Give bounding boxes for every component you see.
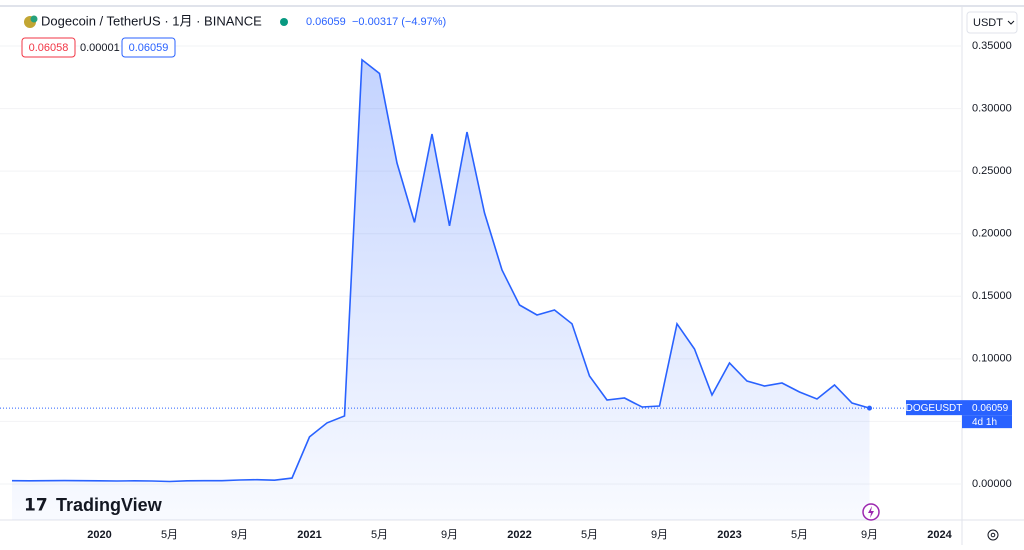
logo-text: TradingView xyxy=(56,495,163,515)
dropdown-arrow xyxy=(1007,20,1015,25)
price-line xyxy=(11,58,870,483)
plot xyxy=(0,45,962,521)
events-icon xyxy=(868,506,874,518)
price-change: −0.00317 (−4.97%) xyxy=(352,16,446,28)
spread: 0.00001 xyxy=(80,42,120,54)
y-tick-label: 0.10000 xyxy=(972,353,1012,365)
price-tag-countdown: 4d 1h xyxy=(972,417,997,428)
x-tick-label: 2020 xyxy=(87,529,111,541)
x-tick-label: 9月 xyxy=(441,529,458,541)
settings-icon[interactable] xyxy=(987,529,999,541)
last-point xyxy=(867,405,872,411)
price-tag xyxy=(962,415,1012,429)
x-tick-label: 5月 xyxy=(791,529,808,541)
currency-label[interactable]: USDT xyxy=(973,17,1003,29)
y-tick-label: 0.30000 xyxy=(972,102,1012,114)
y-tick-label: 0.25000 xyxy=(972,165,1012,177)
y-tick-label: 0.00000 xyxy=(972,478,1012,490)
symbol-title: Dogecoin / TetherUS · 1月 · BINANCE xyxy=(41,13,262,28)
price-tag-name: DOGEUSDT xyxy=(906,403,963,414)
x-tick-label: 2023 xyxy=(717,529,741,541)
currency-dropdown[interactable] xyxy=(966,11,1018,34)
last-price: 0.06059 xyxy=(306,16,346,28)
x-tick-label: 2024 xyxy=(927,529,952,541)
ask-price[interactable]: 0.06059 xyxy=(129,42,169,54)
ask-box[interactable] xyxy=(121,37,176,58)
x-tick-label: 5月 xyxy=(371,529,388,541)
x-tick-label: 5月 xyxy=(161,529,178,541)
bid-price[interactable]: 0.06058 xyxy=(29,42,69,54)
y-tick-label: 0.35000 xyxy=(972,40,1012,52)
coin-icon xyxy=(30,15,38,23)
y-tick-label: 0.15000 xyxy=(972,290,1012,302)
x-tick-label: 9月 xyxy=(651,529,668,541)
x-tick-label: 5月 xyxy=(581,529,598,541)
logo-mark: 𝟭𝟳 xyxy=(24,495,48,514)
y-tick-label: 0.20000 xyxy=(972,228,1012,240)
bid-box[interactable] xyxy=(21,37,76,58)
x-tick-label: 2022 xyxy=(507,529,531,541)
market-status xyxy=(280,18,288,26)
x-tick-label: 2021 xyxy=(297,529,321,541)
price-tag xyxy=(906,400,1012,416)
settings-icon xyxy=(990,532,996,538)
x-tick-label: 9月 xyxy=(231,529,248,541)
price-tag-value: 0.06059 xyxy=(972,403,1009,414)
x-tick-label: 9月 xyxy=(861,529,878,541)
area-fill xyxy=(12,59,870,521)
